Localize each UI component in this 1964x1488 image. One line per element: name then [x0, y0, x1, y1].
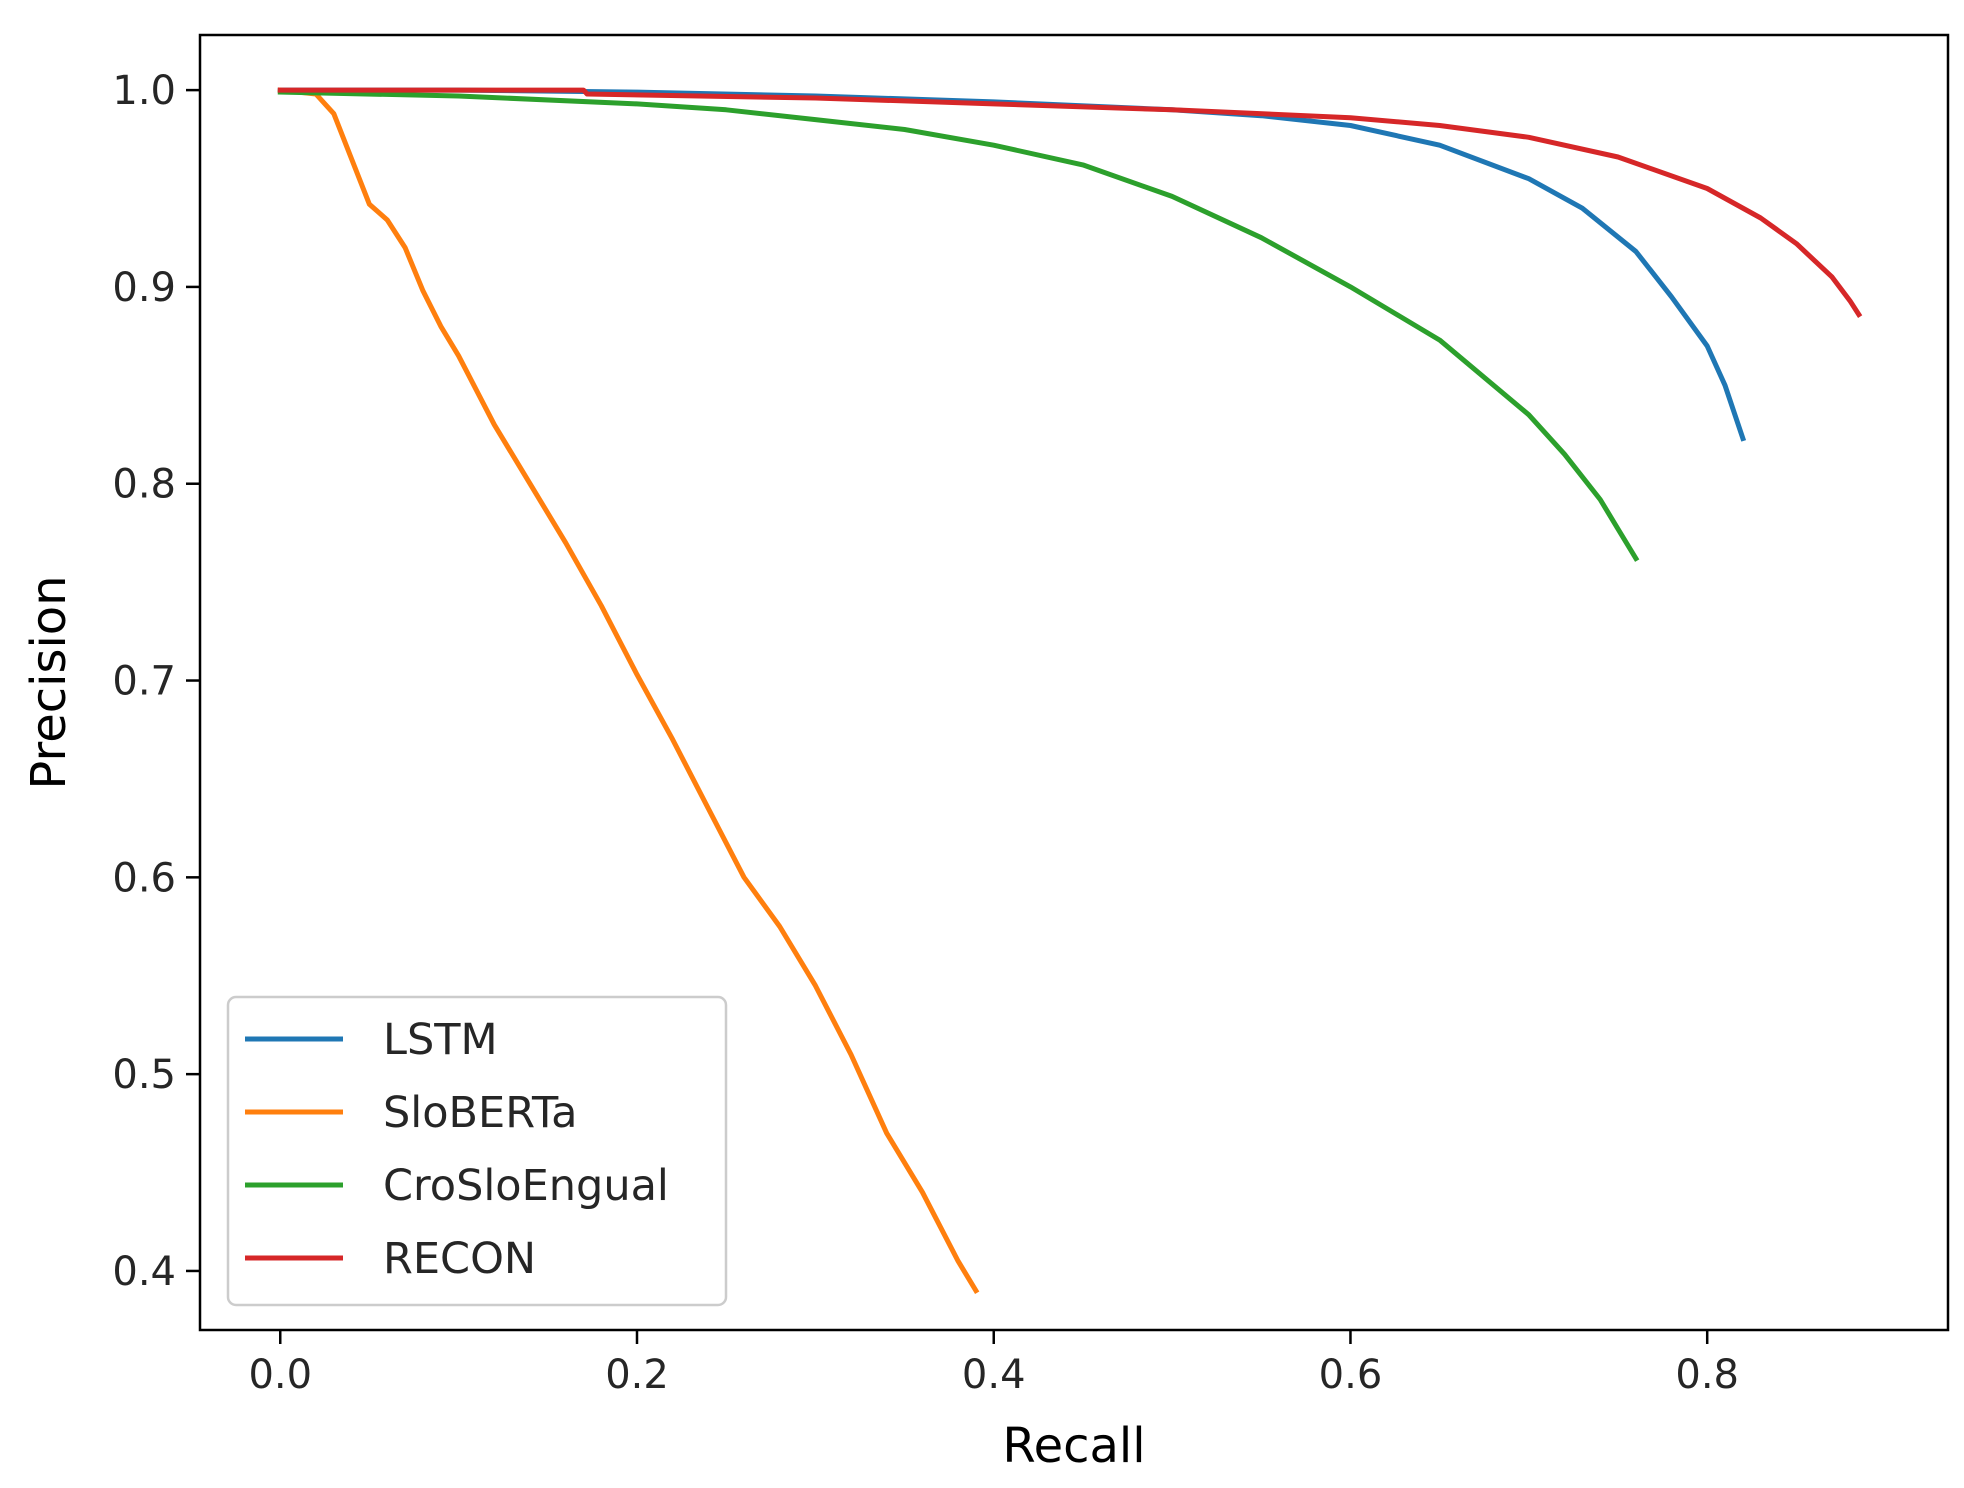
y-tick-label: 0.6: [112, 855, 176, 901]
y-tick-label: 0.8: [112, 462, 176, 508]
x-tick-label: 0.4: [962, 1352, 1026, 1398]
legend-label-lstm: LSTM: [383, 1015, 498, 1065]
plot-frame: [198, 33, 1950, 1332]
legend-box: [226, 995, 728, 1307]
x-tick-label: 0.8: [1675, 1352, 1739, 1398]
series-line-crosloengual: [277, 89, 1640, 562]
series-line-recon: [277, 87, 1863, 318]
x-tick-label: 0.2: [605, 1352, 669, 1398]
y-tick-label: 0.9: [112, 265, 176, 311]
x-tick-label: 0.6: [1319, 1352, 1383, 1398]
axes-layer: 0.0 0.2 0.4 0.6 0.8 0.4 0.5 0.6 0.7 0.8 0.9 1.0 Reca…: [21, 33, 1950, 1474]
series-layer: [277, 87, 1863, 1295]
x-axis-label: Recall: [1002, 1418, 1145, 1474]
y-tick-label: 0.4: [112, 1249, 176, 1295]
y-tick-label: 0.7: [112, 659, 176, 705]
series-line-sloberta: [277, 87, 980, 1295]
legend: LSTM SloBERTa CroSloEngual RECON: [226, 995, 728, 1307]
legend-label-recon: RECON: [383, 1234, 536, 1284]
legend-label-crosloengual: CroSloEngual: [383, 1161, 669, 1211]
x-tick-label: 0.0: [248, 1352, 312, 1398]
y-axis-label: Precision: [21, 575, 77, 789]
y-tick-label: 0.5: [112, 1052, 176, 1098]
y-tick-label: 1.0: [112, 68, 176, 114]
legend-label-sloberta: SloBERTa: [383, 1088, 577, 1138]
